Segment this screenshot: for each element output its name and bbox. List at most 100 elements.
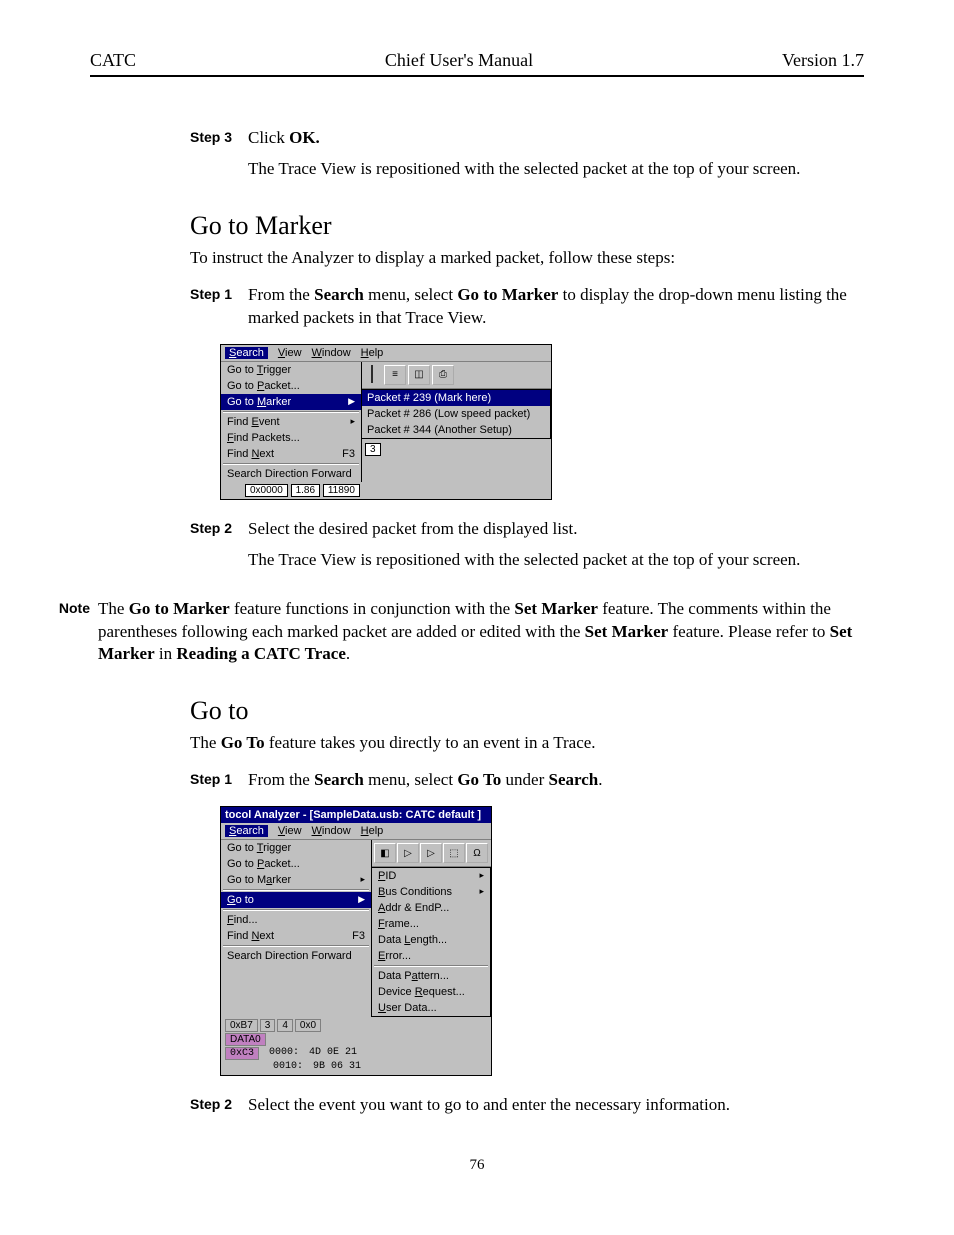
s2ic: feature takes you directly to an event i… [265,733,596,752]
s2s1t5: under [501,770,548,789]
section2-intro: The Go To feature takes you directly to … [190,732,864,755]
sm2-data-length[interactable]: Data Length... [372,932,490,948]
menu-search[interactable]: Search [225,347,268,359]
nt4: Set Marker [514,599,598,618]
ddt1: Go to [227,364,257,376]
menu2-search[interactable]: Search [225,825,268,837]
screenshot-1: Search View Window Help Go to Trigger Go… [220,344,552,500]
menu2-view[interactable]: View [278,825,302,837]
dd-goto-packet[interactable]: Go to Packet... [221,378,361,394]
page-header: CATC Chief User's Manual Version 1.7 [90,50,864,77]
dd-find-event[interactable]: Find Event▸ [221,414,361,430]
dd-goto-marker[interactable]: Go to Marker▶ [221,394,361,410]
ddt3: rigger [263,364,291,376]
sm-packet-344[interactable]: Packet # 344 (Another Setup) [361,422,550,438]
sm2-bus[interactable]: Bus Conditions▸ [372,884,490,900]
s2s1t3: menu, select [364,770,457,789]
s2s1t2: Search [314,770,364,789]
sm2-addr[interactable]: Addr & EndP... [372,900,490,916]
d2f1: F [227,914,234,926]
tb2-5[interactable]: Ω [466,843,488,863]
d2g2: o to [236,894,254,906]
dd-goto-trigger[interactable]: Go to Trigger [221,362,361,378]
data-area: 0xB7 3 4 0x0 DATA0 0xC3 0000: 4D 0E 21 0… [221,1017,491,1075]
nt10: Reading a CATC Trace [176,644,346,663]
sec2-step2-row: Step 2 Select the event you want to go t… [190,1094,864,1117]
d2m1: Go to M [227,874,266,886]
tb-btn-print[interactable]: ⎙ [432,365,454,385]
m2h2: elp [369,825,384,837]
menu-window[interactable]: Window [312,347,351,359]
sm-packet-239[interactable]: Packet # 239 (Mark here) [361,390,550,406]
ddp3: acket... [264,380,299,392]
section1-title: Go to Marker [190,211,864,241]
nt2: Go to Marker [129,599,230,618]
d2m3: rker [272,874,291,886]
sp2: ID [385,870,396,882]
menu-view[interactable]: View [278,347,302,359]
dd2-goto[interactable]: Go to▶ [221,892,371,908]
sm2-error[interactable]: Error... [372,948,490,964]
sec1-step1-row: Step 1 From the Search menu, select Go t… [190,284,864,330]
d2s: Search Direction Forward [227,950,352,962]
dr3c2: 0000: [269,1047,299,1060]
extra-3: 3 [365,443,381,456]
arrow-sm1: ▸ [479,870,484,881]
extra-cell: 3 [361,439,551,460]
tb-btn-2[interactable]: ◫ [408,365,430,385]
sdr1: R [415,986,423,998]
ddm2: M [257,396,266,408]
menu2-help[interactable]: Help [361,825,384,837]
dd-find-next[interactable]: Find NextF3 [221,446,361,462]
sm2-pid[interactable]: PID▸ [372,868,490,884]
dd-find-packets[interactable]: Find Packets... [221,430,361,446]
mh-t: elp [369,347,384,359]
dd-sep-1 [223,411,359,413]
dd2-find[interactable]: Find... [221,912,371,928]
sf2: rame... [385,918,419,930]
tb2-3[interactable]: ▷ [420,843,442,863]
dd2-goto-trigger[interactable]: Go to Trigger [221,840,371,856]
toolbar-1: ≡ ◫ ⎙ [362,362,551,389]
sm2-device-request[interactable]: Device Request... [372,984,490,1000]
tc1: 0x0000 [245,484,288,497]
dr1c1: 0xB7 [225,1019,258,1032]
ddn4: F3 [342,448,355,460]
dd2-find-next[interactable]: Find NextF3 [221,928,371,944]
tb2-4[interactable]: ⬚ [443,843,465,863]
dd2-search-direction[interactable]: Search Direction Forward [221,948,371,964]
sm-packet-286[interactable]: Packet # 286 (Low speed packet) [361,406,550,422]
ddf1: F [227,432,234,444]
menu2-window[interactable]: Window [312,825,351,837]
s2ib: Go To [221,733,265,752]
dr1c3: 4 [277,1019,293,1032]
dd2-sep-2 [223,909,369,911]
mv-t: iew [285,347,302,359]
step3-text-b: OK. [289,128,320,147]
tb2-1[interactable]: ◧ [374,843,396,863]
dr1c2: 3 [260,1019,276,1032]
sdr0: Device [378,986,415,998]
dr4c3: 9B 06 31 [313,1061,361,1072]
page-number: 76 [90,1157,864,1174]
sm2-user-data[interactable]: User Data... [372,1000,490,1016]
step3-row: Step 3 Click OK. [190,127,864,150]
sec1-step2-row: Step 2 Select the desired packet from th… [190,518,864,541]
section2-title: Go to [190,696,864,726]
header-right: Version 1.7 [782,50,864,71]
ddn1: Find [227,448,251,460]
tb2-2[interactable]: ▷ [397,843,419,863]
tb-btn-1[interactable]: ≡ [384,365,406,385]
dd2-goto-marker[interactable]: Go to Marker▸ [221,872,371,888]
m2h1: H [361,825,369,837]
sec2-step1-row: Step 1 From the Search menu, select Go T… [190,769,864,792]
dr3c3: 4D 0E 21 [309,1047,357,1060]
dd2-goto-packet[interactable]: Go to Packet... [221,856,371,872]
s1s1t4: Go to Marker [457,285,558,304]
arrow-sm2: ▸ [479,886,484,897]
sm2-frame[interactable]: Frame... [372,916,490,932]
menu-help[interactable]: Help [361,347,384,359]
dd-search-direction[interactable]: Search Direction Forward [221,466,361,482]
d2t1: Go to [227,842,257,854]
sm2-data-pattern[interactable]: Data Pattern... [372,968,490,984]
